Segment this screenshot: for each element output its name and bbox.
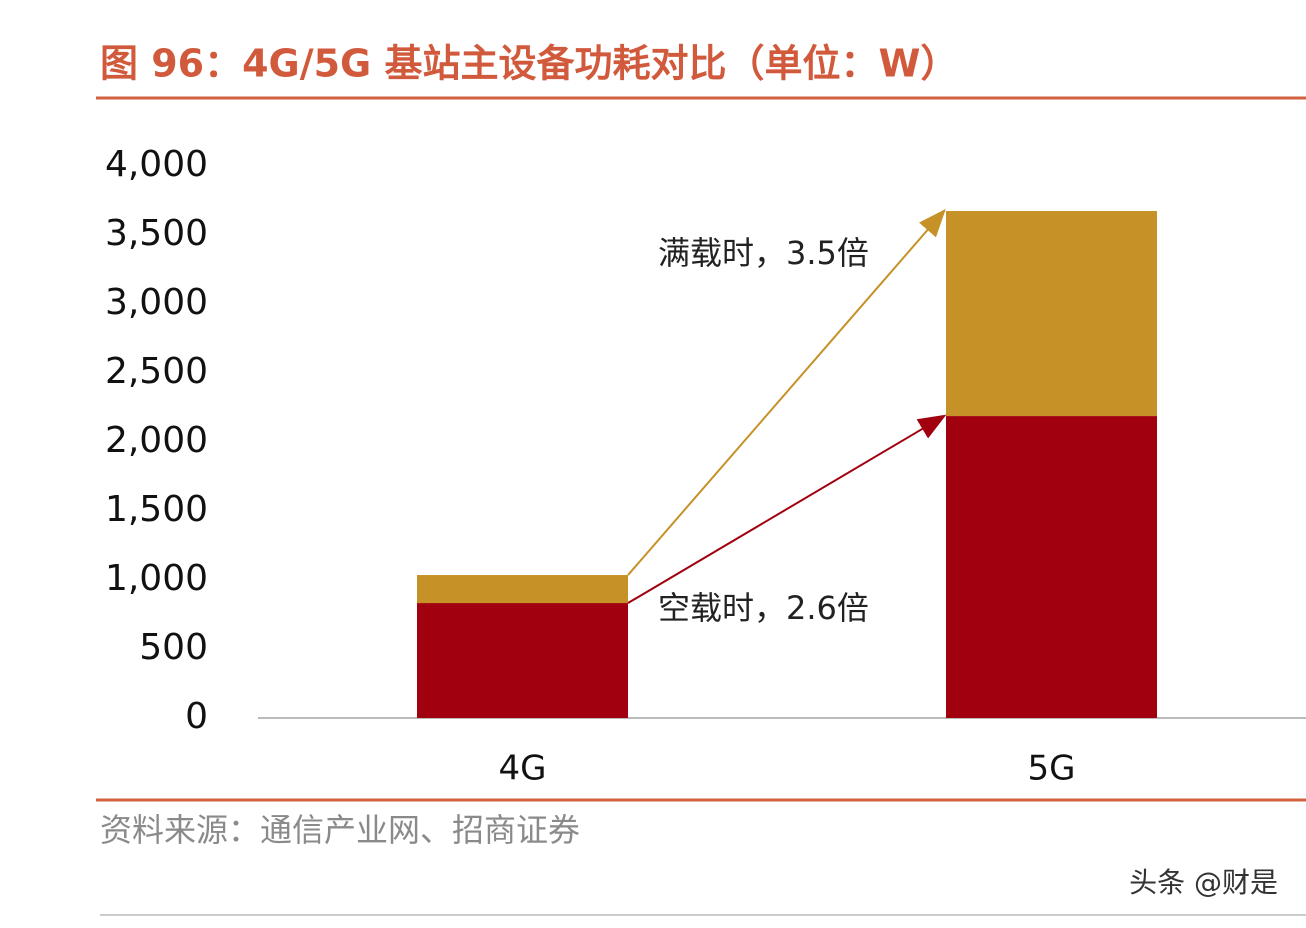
x-tick-label: 5G <box>1028 749 1076 789</box>
bar-segment <box>946 416 1157 718</box>
y-tick-label: 2,000 <box>105 420 208 461</box>
y-tick-label: 3,500 <box>105 213 208 254</box>
y-tick-label: 2,500 <box>105 351 208 392</box>
arrow <box>627 208 946 576</box>
y-tick-label: 3,000 <box>105 282 208 323</box>
source: 资料来源：通信产业网、招商证券 <box>100 811 580 849</box>
y-tick-label: 4,000 <box>105 144 208 185</box>
bar-segment <box>417 575 628 604</box>
y-tick-label: 1,500 <box>105 489 208 530</box>
chart-title: 图 96：4G/5G 基站主设备功耗对比（单位：W） <box>100 42 958 86</box>
y-tick-label: 1,000 <box>105 558 208 599</box>
y-tick-label: 0 <box>185 696 208 737</box>
annotation: 满载时，3.5倍 <box>658 234 869 272</box>
watermark: 头条 @财是 <box>1129 866 1278 899</box>
annotation: 空载时，2.6倍 <box>658 589 869 627</box>
bar-segment <box>417 603 628 718</box>
bar-segment <box>946 210 1157 417</box>
arrow <box>627 414 947 604</box>
y-tick-label: 500 <box>139 627 208 668</box>
x-tick-label: 4G <box>499 749 547 789</box>
